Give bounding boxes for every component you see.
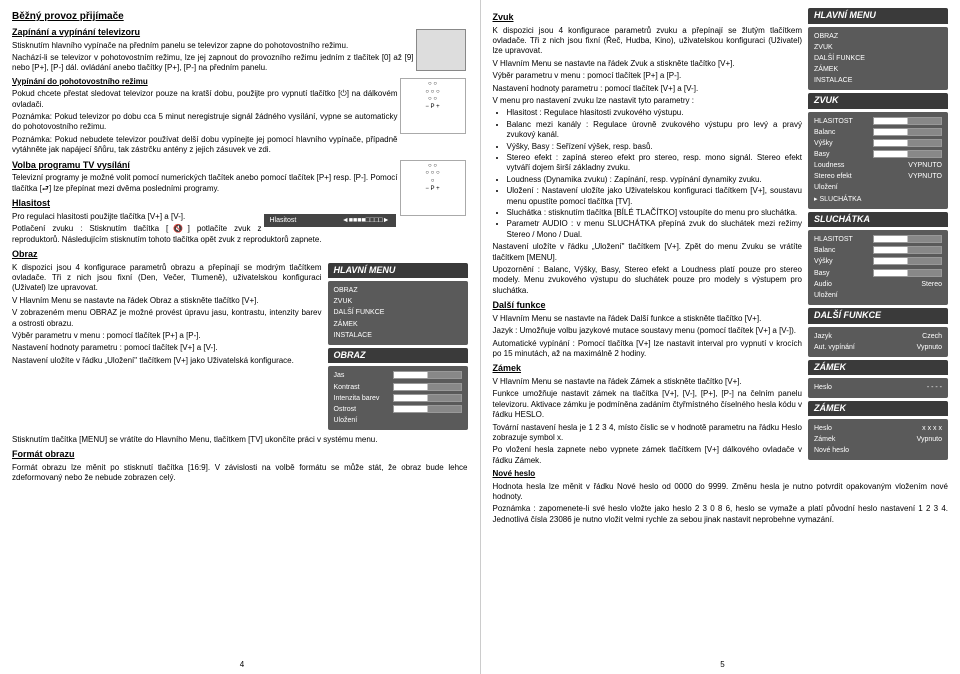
menu-item: Basy bbox=[814, 149, 942, 160]
menu-item: AudioStereo bbox=[814, 279, 942, 290]
menu-item: INSTALACE bbox=[814, 75, 942, 86]
menu-item: Kontrast bbox=[334, 382, 462, 393]
menu-item: Výšky bbox=[814, 256, 942, 267]
menu-item: OBRAZ bbox=[814, 31, 942, 42]
volume-bar: Hlasitost ◄■■■■□□□□► bbox=[264, 214, 396, 227]
menu-item: Balanc bbox=[814, 127, 942, 138]
body-text: Stisknutím tlačítka [MENU] se vrátíte do… bbox=[12, 435, 468, 445]
body-text: Poznámka: Pokud nebudete televizor použí… bbox=[12, 135, 468, 156]
menu-item: ZÁMEK bbox=[814, 64, 942, 75]
menu-item: Heslox x x x bbox=[814, 423, 942, 434]
menu-item: DALŠÍ FUNKCE bbox=[814, 53, 942, 64]
menu-item: LoudnessVYPNUTO bbox=[814, 160, 942, 171]
menu-group: HLAVNÍ MENUOBRAZZVUKDALŠÍ FUNKCEZÁMEKINS… bbox=[328, 263, 468, 433]
volume-label: Hlasitost bbox=[270, 216, 297, 225]
section-heading: Nové heslo bbox=[493, 469, 949, 479]
body-text: Potlačení zvuku : Stisknutím tlačítka [🔇… bbox=[12, 224, 468, 245]
menu-zvuk: ZVUK HLASITOSTBalancVýškyBasyLoudnessVYPN… bbox=[808, 93, 948, 208]
body-text: Poznámka : zapomenete-li své heslo vložt… bbox=[493, 504, 949, 525]
menu-dalsi: DALŠÍ FUNKCE JazykCzechAut. vypínáníVypnu… bbox=[808, 308, 948, 357]
section-heading: Formát obrazu bbox=[12, 449, 468, 461]
menu-title: ZVUK bbox=[808, 93, 948, 109]
menu-item: Basy bbox=[814, 268, 942, 279]
menu-title: OBRAZ bbox=[328, 348, 468, 364]
menu-title: HLAVNÍ MENU bbox=[328, 263, 468, 279]
section-heading: Zapínání a vypínání televizoru bbox=[12, 27, 468, 39]
body-text: Formát obrazu lze měnit po stisknutí tla… bbox=[12, 463, 468, 484]
menu-title: ZÁMEK bbox=[808, 401, 948, 417]
menu-item: ▸ SLUCHÁTKA bbox=[814, 194, 942, 205]
menu-zamek2: ZÁMEK Heslox x x xZámekVypnutoNové heslo bbox=[808, 401, 948, 461]
menu-item: JazykCzech bbox=[814, 331, 942, 342]
menu-item: DALŠÍ FUNKCE bbox=[334, 307, 462, 318]
remote-icon: ○ ○○ ○ ○○− P + bbox=[400, 160, 466, 216]
body-text: Hodnota hesla lze měnit v řádku Nové hes… bbox=[493, 482, 949, 503]
menu-item: HLASITOST bbox=[814, 234, 942, 245]
menu-item: Heslo- - - - bbox=[814, 382, 942, 393]
volume-arrows: ◄■■■■□□□□► bbox=[342, 216, 390, 225]
menu-hlavni: HLAVNÍ MENU OBRAZZVUKDALŠÍ FUNKCEZÁMEKINS… bbox=[808, 8, 948, 90]
menu-title: ZÁMEK bbox=[808, 360, 948, 376]
menu-item: Stereo efektVYPNUTO bbox=[814, 171, 942, 182]
tv-icon bbox=[416, 29, 466, 71]
menu-title: DALŠÍ FUNKCE bbox=[808, 308, 948, 324]
menu-title: SLUCHÁTKA bbox=[808, 212, 948, 228]
menu-title: HLAVNÍ MENU bbox=[808, 8, 948, 24]
menu-hlavni: HLAVNÍ MENU OBRAZZVUKDALŠÍ FUNKCEZÁMEKINS… bbox=[328, 263, 468, 345]
menu-sluchatka: SLUCHÁTKA HLASITOSTBalancVýškyBasyAudioSt… bbox=[808, 212, 948, 305]
menu-item: ZVUK bbox=[334, 296, 462, 307]
page-number: 4 bbox=[240, 660, 244, 670]
menu-item: OBRAZ bbox=[334, 285, 462, 296]
menu-zamek1: ZÁMEK Heslo- - - - bbox=[808, 360, 948, 398]
menu-item: Uložení bbox=[334, 415, 462, 426]
menu-item: Jas bbox=[334, 370, 462, 381]
menu-group-right: HLAVNÍ MENUOBRAZZVUKDALŠÍ FUNKCEZÁMEKINS… bbox=[808, 8, 948, 463]
menu-item: Ostrost bbox=[334, 404, 462, 415]
menu-item: ZÁMEK bbox=[334, 319, 462, 330]
menu-item: Výšky bbox=[814, 138, 942, 149]
right-column: HLAVNÍ MENUOBRAZZVUKDALŠÍ FUNKCEZÁMEKINS… bbox=[481, 0, 960, 674]
main-heading: Běžný provoz přijímače bbox=[12, 10, 468, 23]
menu-item: INSTALACE bbox=[334, 330, 462, 341]
remote-icon: ○ ○○ ○ ○○ ○− P + bbox=[400, 78, 466, 134]
body-text: Stisknutím hlavního vypínače na předním … bbox=[12, 41, 468, 51]
menu-item: ZámekVypnuto bbox=[814, 434, 942, 445]
menu-item: Uložení bbox=[814, 290, 942, 301]
page-number: 5 bbox=[720, 660, 724, 670]
menu-item: Intenzita barev bbox=[334, 393, 462, 404]
left-column: Běžný provoz přijímače Zapínání a vypíná… bbox=[0, 0, 481, 674]
menu-obraz: OBRAZ JasKontrastIntenzita barevOstrostUl… bbox=[328, 348, 468, 430]
menu-item: Aut. vypínáníVypnuto bbox=[814, 342, 942, 353]
menu-item: ZVUK bbox=[814, 42, 942, 53]
menu-item: Balanc bbox=[814, 245, 942, 256]
section-heading: Obraz bbox=[12, 249, 468, 261]
menu-item: Nové heslo bbox=[814, 445, 942, 456]
page: Běžný provoz přijímače Zapínání a vypíná… bbox=[0, 0, 960, 674]
body-text: Nachází-li se televizor v pohotovostním … bbox=[12, 53, 468, 74]
menu-item: HLASITOST bbox=[814, 116, 942, 127]
menu-item: Uložení bbox=[814, 182, 942, 193]
